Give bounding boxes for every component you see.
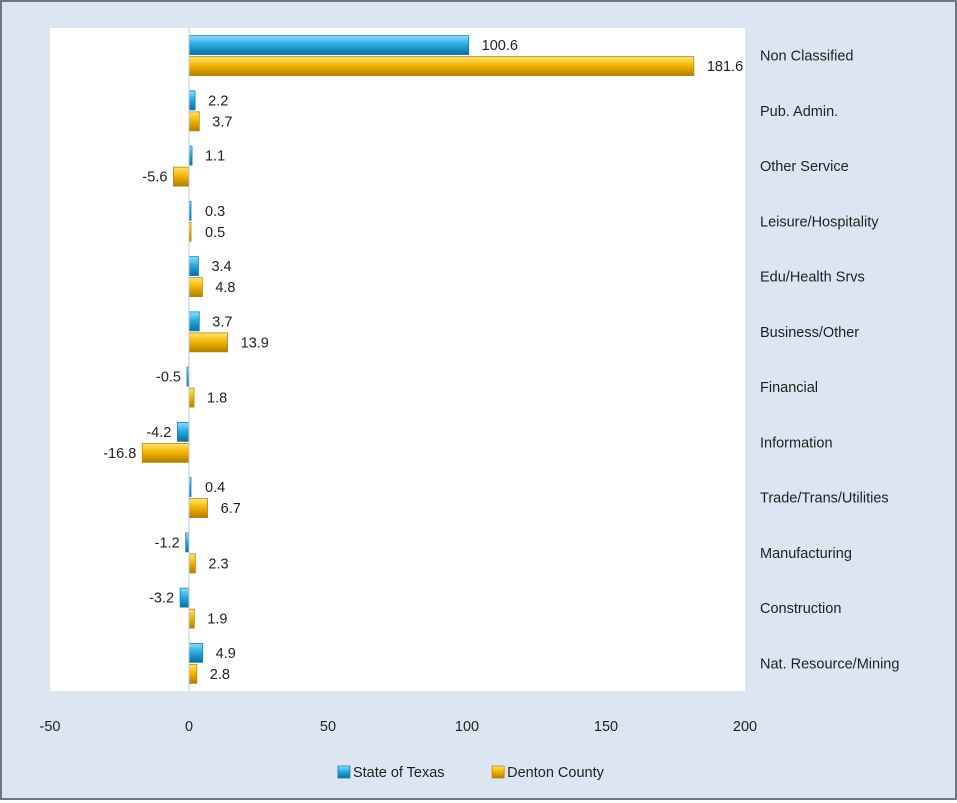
category-label-financial: Financial	[760, 380, 818, 396]
bar-state-of-texas-nat-resource-mining	[188, 642, 204, 663]
x-tick-label: 100	[455, 719, 479, 735]
value-label-denton-county-edu-health-srvs: 4.8	[215, 280, 235, 296]
value-label-state-of-texas-construction: -3.2	[149, 591, 174, 607]
bar-state-of-texas-pub-admin	[188, 90, 196, 111]
x-tick-labels: -50 0 50 100 150 200	[40, 719, 758, 735]
value-label-denton-county-nat-resource-mining: 2.8	[210, 667, 230, 683]
value-labels-layer: 100.6 181.6 2.2 3.7 1.1 -5.6 0.3 0.5 3.4 4.8 3.7 13…	[103, 38, 743, 683]
x-tick-label: 200	[733, 719, 757, 735]
bar-state-of-texas-manufacturing	[185, 532, 190, 553]
value-label-state-of-texas-trade-trans-utilities: 0.4	[205, 480, 225, 496]
value-label-state-of-texas-other-service: 1.1	[205, 149, 225, 165]
bar-denton-county-non-classified	[188, 56, 695, 77]
legend-swatch-state-of-texas	[337, 765, 351, 779]
value-label-state-of-texas-edu-health-srvs: 3.4	[211, 259, 231, 275]
value-label-denton-county-construction: 1.9	[207, 612, 227, 628]
category-label-construction: Construction	[760, 601, 841, 617]
value-label-denton-county-financial: 1.8	[207, 391, 227, 407]
category-label-trade-trans-utilities: Trade/Trans/Utilities	[760, 491, 889, 507]
category-label-leisure-hospitality: Leisure/Hospitality	[760, 214, 879, 230]
bar-denton-county-pub-admin	[188, 111, 200, 132]
value-label-denton-county-business-other: 13.9	[241, 335, 269, 351]
value-label-denton-county-manufacturing: 2.3	[208, 556, 228, 572]
value-label-state-of-texas-information: -4.2	[146, 425, 171, 441]
value-label-state-of-texas-pub-admin: 2.2	[208, 93, 228, 109]
legend-label-state-of-texas: State of Texas	[353, 765, 445, 781]
x-tick-label: 50	[320, 719, 336, 735]
legend: State of Texas Denton County	[337, 765, 605, 781]
value-label-denton-county-non-classified: 181.6	[707, 59, 743, 75]
plot-area	[50, 28, 745, 691]
bar-denton-county-financial	[188, 387, 195, 408]
value-label-state-of-texas-leisure-hospitality: 0.3	[205, 204, 225, 220]
value-label-state-of-texas-manufacturing: -1.2	[155, 535, 180, 551]
bar-denton-county-other-service	[173, 166, 190, 187]
value-label-denton-county-trade-trans-utilities: 6.7	[221, 501, 241, 517]
value-label-state-of-texas-nat-resource-mining: 4.9	[216, 646, 236, 662]
value-label-denton-county-leisure-hospitality: 0.5	[205, 225, 225, 241]
category-labels-layer: Non Classified Pub. Admin. Other Service Le…	[760, 49, 899, 673]
bar-state-of-texas-business-other	[188, 311, 200, 332]
category-label-nat-resource-mining: Nat. Resource/Mining	[760, 656, 899, 672]
value-label-state-of-texas-business-other: 3.7	[212, 314, 232, 330]
bar-state-of-texas-edu-health-srvs	[188, 256, 199, 277]
bar-denton-county-construction	[188, 608, 195, 629]
category-label-edu-health-srvs: Edu/Health Srvs	[760, 270, 865, 286]
bar-denton-county-trade-trans-utilities	[188, 498, 209, 519]
bar-state-of-texas-construction	[179, 587, 190, 608]
x-tick-label: -50	[40, 719, 61, 735]
bars-layer	[141, 35, 695, 684]
category-label-business-other: Business/Other	[760, 325, 859, 341]
category-label-non-classified: Non Classified	[760, 49, 854, 65]
bar-denton-county-manufacturing	[188, 553, 196, 574]
bar-denton-county-edu-health-srvs	[188, 277, 203, 298]
category-label-manufacturing: Manufacturing	[760, 546, 852, 562]
category-label-information: Information	[760, 435, 833, 451]
category-label-pub-admin: Pub. Admin.	[760, 104, 838, 120]
bar-state-of-texas-information	[176, 421, 190, 442]
legend-swatch-denton-county	[491, 765, 505, 779]
x-tick-label: 150	[594, 719, 618, 735]
bar-denton-county-information	[141, 442, 190, 463]
bar-denton-county-business-other	[188, 332, 229, 353]
value-label-state-of-texas-non-classified: 100.6	[482, 38, 518, 54]
value-label-denton-county-information: -16.8	[103, 446, 136, 462]
bar-denton-county-nat-resource-mining	[188, 663, 198, 684]
value-label-denton-county-other-service: -5.6	[142, 170, 167, 186]
bar-state-of-texas-non-classified	[188, 35, 470, 56]
category-label-other-service: Other Service	[760, 159, 849, 175]
legend-label-denton-county: Denton County	[507, 765, 604, 781]
value-label-denton-county-pub-admin: 3.7	[212, 114, 232, 130]
x-tick-label: 0	[185, 719, 193, 735]
value-label-state-of-texas-financial: -0.5	[156, 370, 181, 386]
